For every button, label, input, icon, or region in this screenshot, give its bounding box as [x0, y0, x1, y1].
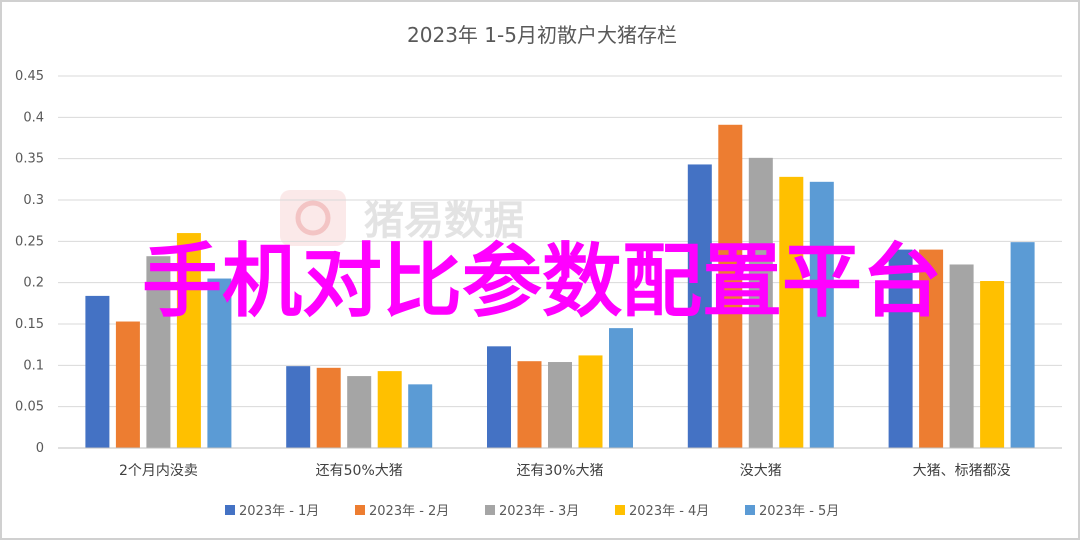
bar — [115, 321, 140, 448]
bar — [286, 366, 311, 448]
bar — [809, 181, 834, 448]
bar — [517, 361, 542, 448]
watermark-logo-ring — [295, 200, 331, 236]
bar — [1010, 242, 1035, 448]
legend-swatch — [225, 505, 235, 515]
legend-swatch — [485, 505, 495, 515]
legend-label: 2023年 - 1月 — [239, 504, 319, 519]
bar — [316, 367, 341, 448]
bar — [207, 278, 232, 448]
watermark-logo — [280, 190, 346, 246]
y-tick-label: 0.25 — [15, 234, 44, 249]
x-tick-label: 大猪、标猪都没 — [913, 463, 1011, 479]
y-axis-tick-labels: 0 0.05 0.1 0.15 0.2 0.25 0.3 0.35 0.4 0.45 — [15, 69, 44, 456]
x-tick-label: 没大猪 — [740, 463, 782, 479]
legend-label: 2023年 - 2月 — [369, 504, 449, 519]
x-axis: 2个月内没卖 还有50%大猪 还有30%大猪 没大猪 大猪、标猪都没 — [58, 447, 1062, 479]
bar — [347, 376, 372, 448]
bar — [779, 176, 804, 448]
legend-swatch — [745, 505, 755, 515]
bar — [176, 233, 201, 448]
chart-title: 2023年 1-5月初散户大猪存栏 — [407, 23, 677, 47]
y-tick-label: 0.2 — [23, 276, 44, 291]
watermark-text: 猪易数据 — [364, 198, 524, 244]
bar — [919, 249, 944, 448]
legend: 2023年 - 1月 2023年 - 2月 2023年 - 3月 2023年 - 4月… — [225, 504, 839, 519]
bar — [687, 164, 712, 448]
watermark: 猪易数据 — [280, 190, 524, 246]
legend-label: 2023年 - 3月 — [499, 504, 579, 519]
bar — [609, 328, 633, 448]
bar — [748, 157, 773, 448]
bar — [548, 362, 572, 448]
bar — [146, 256, 171, 448]
x-tick-label: 还有50%大猪 — [316, 463, 403, 479]
x-tick-label: 还有30%大猪 — [516, 463, 603, 479]
y-tick-label: 0.1 — [23, 358, 44, 373]
bar — [377, 371, 402, 448]
bar — [980, 281, 1005, 448]
bar — [487, 346, 511, 448]
y-tick-label: 0.15 — [15, 317, 44, 332]
bar — [408, 384, 433, 448]
legend-swatch — [615, 505, 625, 515]
bar — [718, 124, 743, 449]
legend-swatch — [355, 505, 365, 515]
legend-label: 2023年 - 4月 — [629, 504, 709, 519]
y-tick-label: 0.05 — [15, 400, 44, 415]
bar — [949, 264, 974, 448]
legend-label: 2023年 - 5月 — [759, 504, 839, 519]
y-tick-label: 0.4 — [23, 110, 44, 125]
y-tick-label: 0 — [36, 441, 44, 456]
bar — [578, 355, 603, 448]
bar — [85, 295, 110, 448]
y-tick-label: 0.45 — [15, 69, 44, 84]
y-tick-label: 0.3 — [23, 193, 44, 208]
bars — [85, 124, 1035, 449]
overlay-banner-text: 手机对比参数配置平台 — [142, 235, 942, 328]
bar — [888, 249, 913, 448]
y-tick-label: 0.35 — [15, 152, 44, 167]
x-tick-label: 2个月内没卖 — [119, 463, 198, 479]
